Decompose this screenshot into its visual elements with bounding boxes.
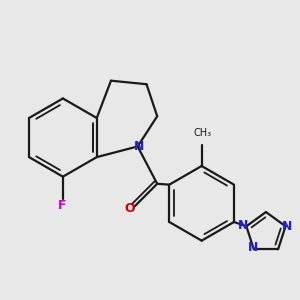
Text: N: N xyxy=(134,140,145,153)
Text: N: N xyxy=(248,241,258,254)
Text: CH₃: CH₃ xyxy=(193,128,212,138)
Text: N: N xyxy=(282,220,292,233)
Text: N: N xyxy=(238,219,248,232)
Text: F: F xyxy=(58,199,66,212)
Text: O: O xyxy=(124,202,135,215)
